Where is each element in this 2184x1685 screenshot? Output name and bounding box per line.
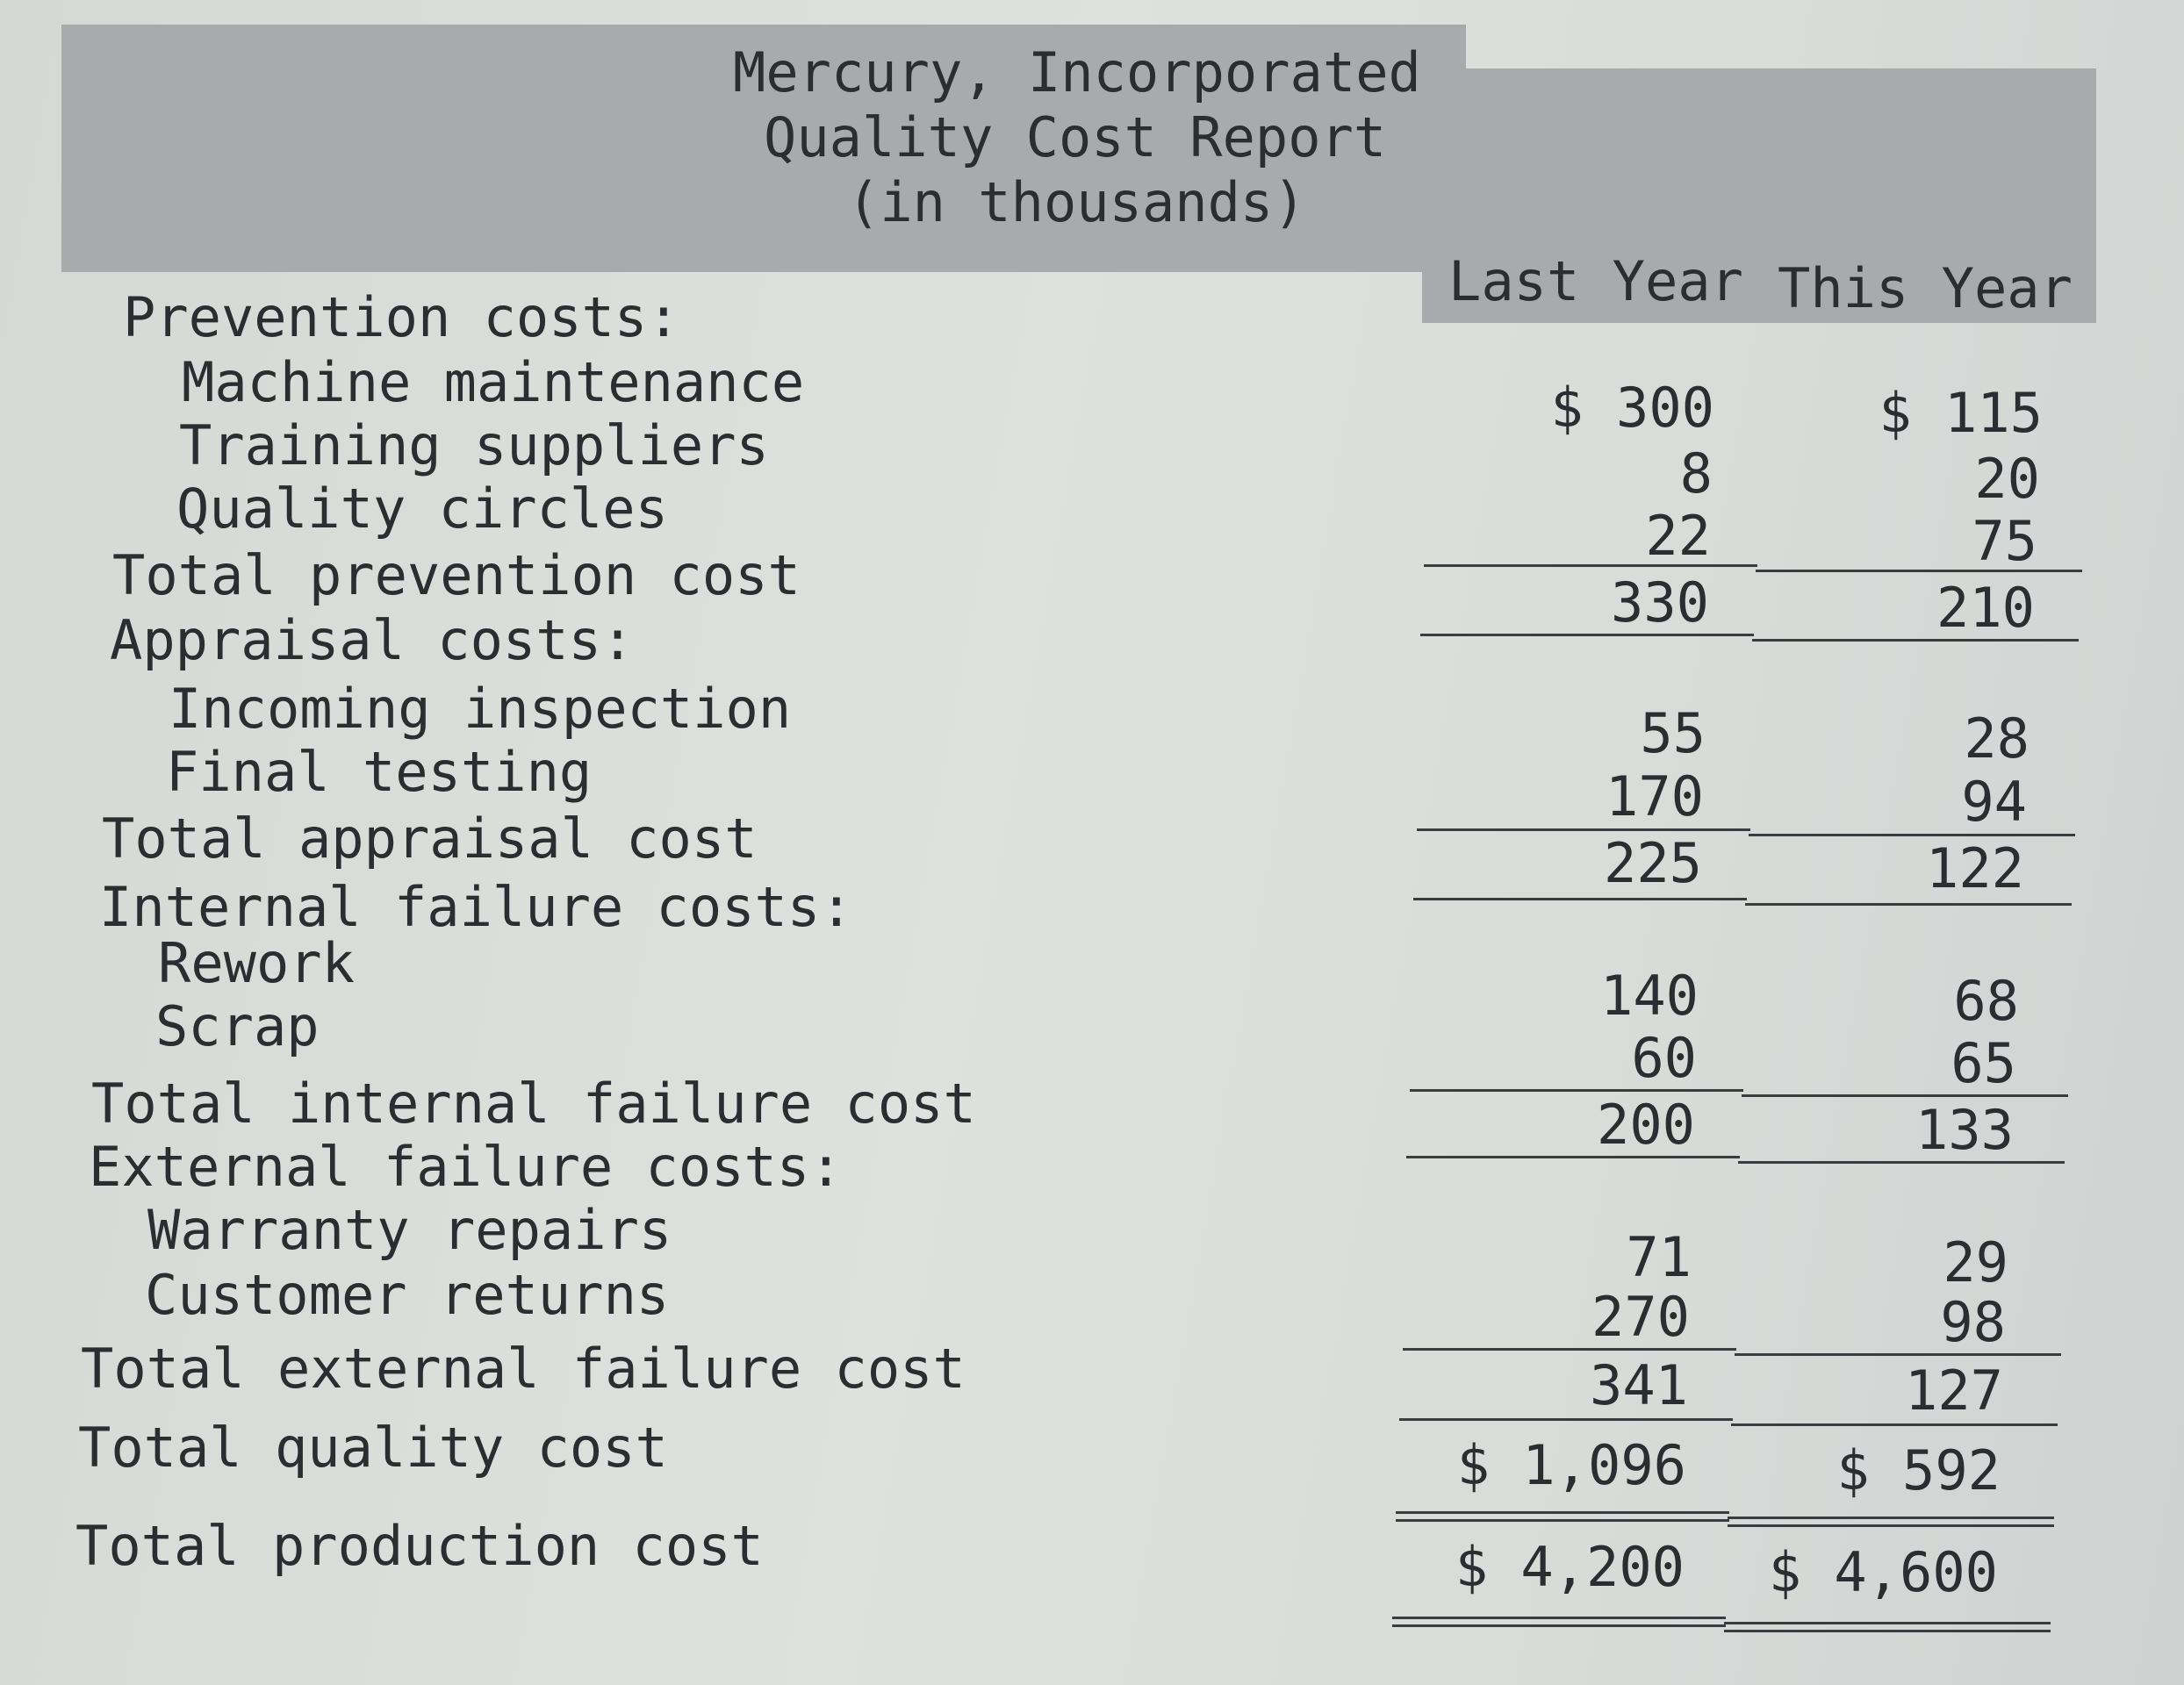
row-label: External failure costs: bbox=[89, 1135, 843, 1199]
double-underline bbox=[1392, 1617, 1726, 1619]
this-year-value: $ 4,600 bbox=[1768, 1540, 1998, 1604]
row-label: Machine maintenance bbox=[182, 350, 805, 414]
this-year-value: 210 bbox=[1936, 576, 2035, 640]
this-year-value: 29 bbox=[1943, 1230, 2008, 1294]
this-year-value: 75 bbox=[1972, 509, 2037, 573]
company-name: Mercury, Incorporated bbox=[733, 40, 1421, 104]
last-year-value: 71 bbox=[1626, 1225, 1692, 1289]
double-underline bbox=[1728, 1516, 2054, 1519]
last-year-value: 270 bbox=[1591, 1285, 1690, 1349]
underline bbox=[1424, 564, 1757, 567]
column-header-last-year: Last Year bbox=[1448, 249, 1743, 313]
last-year-value: $ 300 bbox=[1550, 376, 1714, 440]
underline bbox=[1745, 903, 2072, 906]
double-underline bbox=[1396, 1511, 1729, 1514]
underline bbox=[1756, 570, 2082, 572]
this-year-value: 68 bbox=[1953, 969, 2019, 1033]
last-year-value: 140 bbox=[1600, 964, 1699, 1028]
underline bbox=[1410, 1089, 1743, 1092]
underline bbox=[1413, 898, 1747, 900]
underline bbox=[1399, 1418, 1733, 1421]
underline bbox=[1749, 834, 2075, 836]
last-year-value: 200 bbox=[1597, 1093, 1695, 1157]
this-year-value: 20 bbox=[1974, 447, 2040, 511]
row-label: Appraisal costs: bbox=[110, 608, 635, 672]
row-label: Rework bbox=[158, 931, 355, 995]
last-year-value: 8 bbox=[1679, 441, 1713, 506]
row-label: Customer returns bbox=[145, 1263, 670, 1327]
row-label: Scrap bbox=[155, 994, 320, 1058]
report-header-band bbox=[61, 25, 1466, 272]
this-year-value: 133 bbox=[1915, 1098, 2014, 1162]
report-units: (in thousands) bbox=[847, 170, 1306, 234]
this-year-value: 65 bbox=[1951, 1031, 2016, 1095]
row-label: Total production cost bbox=[75, 1514, 764, 1578]
double-underline bbox=[1724, 1622, 2051, 1624]
last-year-value: $ 1,096 bbox=[1456, 1433, 1686, 1497]
report-title: Quality Cost Report bbox=[764, 105, 1387, 169]
row-label: Quality circles bbox=[176, 477, 668, 541]
last-year-value: 60 bbox=[1631, 1026, 1697, 1090]
underline bbox=[1735, 1353, 2061, 1356]
this-year-value: $ 592 bbox=[1836, 1438, 2001, 1502]
this-year-value: 122 bbox=[1926, 836, 2024, 900]
row-label: Total internal failure cost bbox=[91, 1072, 976, 1136]
row-label: Warranty repairs bbox=[147, 1198, 672, 1262]
underline bbox=[1403, 1348, 1736, 1351]
row-label: Final testing bbox=[166, 740, 593, 804]
this-year-value: $ 115 bbox=[1879, 381, 2043, 445]
underline bbox=[1731, 1423, 2058, 1426]
underline bbox=[1742, 1094, 2068, 1097]
this-year-value: 98 bbox=[1940, 1290, 2006, 1354]
row-label: Training suppliers bbox=[179, 413, 769, 477]
last-year-value: 22 bbox=[1645, 504, 1711, 568]
last-year-value: 225 bbox=[1604, 831, 1702, 895]
row-label: Internal failure costs: bbox=[99, 875, 853, 939]
last-year-value: 170 bbox=[1606, 764, 1704, 828]
row-label: Total external failure cost bbox=[81, 1337, 966, 1401]
this-year-value: 127 bbox=[1905, 1359, 2003, 1423]
underline bbox=[1420, 634, 1754, 636]
row-label: Total prevention cost bbox=[112, 543, 801, 607]
row-label: Total appraisal cost bbox=[102, 807, 758, 871]
underline bbox=[1752, 639, 2079, 642]
underline bbox=[1406, 1156, 1740, 1158]
this-year-value: 28 bbox=[1964, 706, 2030, 771]
column-header-this-year: This Year bbox=[1778, 256, 2073, 320]
last-year-value: $ 4,200 bbox=[1455, 1535, 1685, 1599]
underline bbox=[1417, 828, 1750, 831]
last-year-value: 330 bbox=[1611, 570, 1709, 635]
row-label: Prevention costs: bbox=[123, 285, 680, 349]
last-year-value: 341 bbox=[1590, 1353, 1688, 1417]
underline bbox=[1738, 1161, 2065, 1164]
last-year-value: 55 bbox=[1640, 701, 1706, 765]
column-header-band bbox=[1422, 68, 2096, 323]
row-label: Incoming inspection bbox=[169, 677, 792, 741]
row-label: Total quality cost bbox=[78, 1416, 668, 1480]
this-year-value: 94 bbox=[1961, 770, 2027, 834]
